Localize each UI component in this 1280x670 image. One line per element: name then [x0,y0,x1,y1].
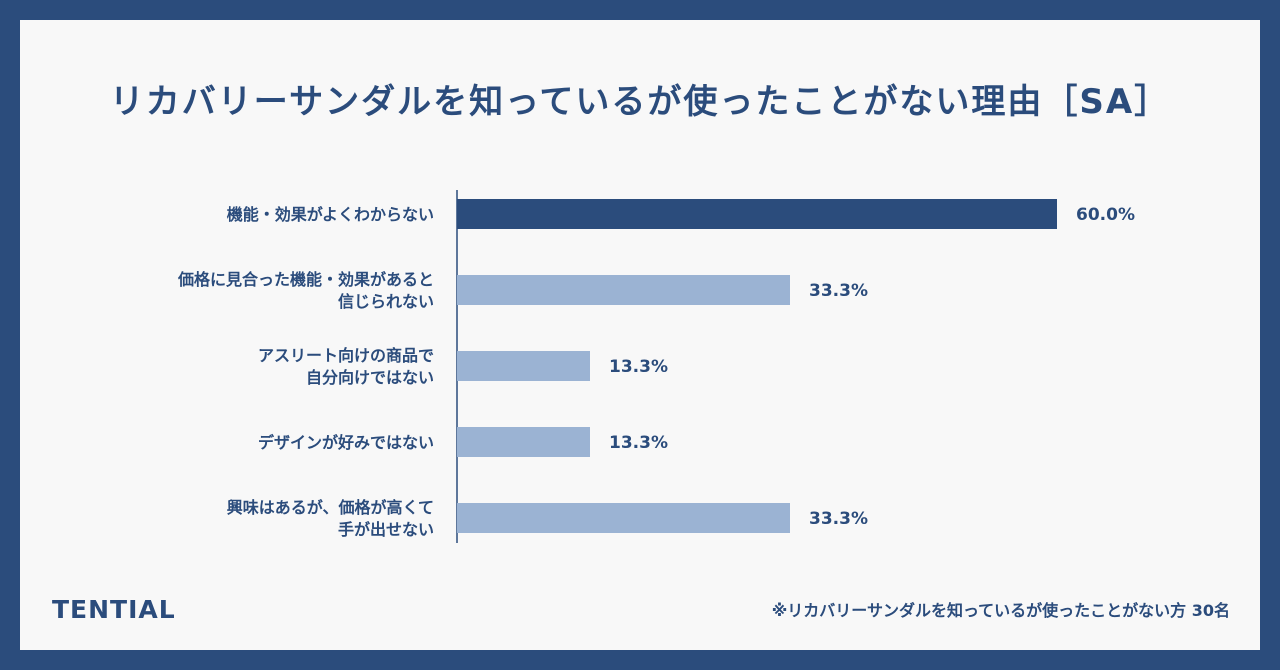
bars-layer: 60.0% 機能・効果がよくわからない 33.3% 価格に見合った機能・効果があると信… [177,199,1135,539]
category-label-line: 手が出せない [338,520,434,539]
chart-title: リカバリーサンダルを知っているが使ったことがない理由［SA］ [109,82,1171,122]
value-label-3: 13.3% [609,357,668,377]
bar-2 [457,275,790,305]
bar-5 [457,503,790,533]
category-label-line: 信じられない [338,292,434,311]
category-label-3: アスリート向けの商品で自分向けではない [258,346,434,387]
footnote: ※リカバリーサンダルを知っているが使ったことがない方 30名 [771,601,1230,620]
bar-3 [457,351,590,381]
category-label-line: 興味はあるが、価格が高くて [227,498,434,517]
value-label-1: 60.0% [1076,205,1135,225]
value-label-5: 33.3% [809,509,868,529]
category-label-line: デザインが好みではない [258,433,434,452]
category-label-2: 価格に見合った機能・効果があると信じられない [177,270,434,311]
category-label-line: 機能・効果がよくわからない [227,205,434,224]
bar-chart: 60.0% 機能・効果がよくわからない 33.3% 価格に見合った機能・効果があると信… [177,190,1135,543]
chart-card: リカバリーサンダルを知っているが使ったことがない理由［SA］ 60.0% 機能・効… [20,20,1260,650]
value-label-2: 33.3% [809,281,868,301]
category-label-5: 興味はあるが、価格が高くて手が出せない [227,498,434,539]
bar-1 [457,199,1057,229]
category-label-line: 価格に見合った機能・効果があると [177,270,434,289]
category-label-line: アスリート向けの商品で [258,346,434,365]
category-label-1: 機能・効果がよくわからない [227,205,434,224]
value-label-4: 13.3% [609,433,668,453]
category-label-4: デザインが好みではない [258,433,434,452]
bar-4 [457,427,590,457]
brand-logo: TENTIAL [52,595,176,624]
category-label-line: 自分向けではない [306,368,434,387]
